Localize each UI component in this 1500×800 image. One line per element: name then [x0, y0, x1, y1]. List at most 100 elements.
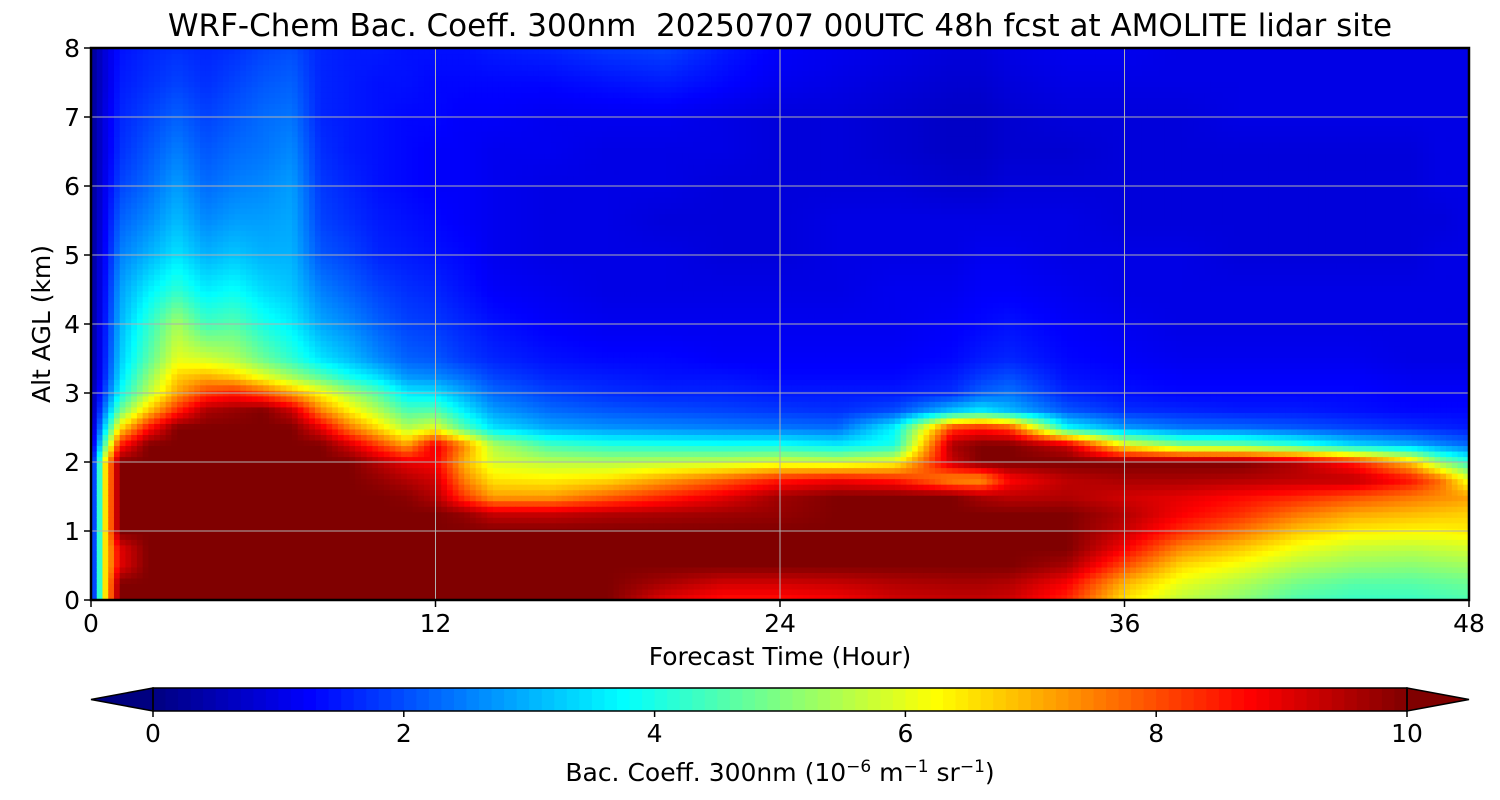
heatmap-cell	[344, 346, 350, 352]
heatmap-cell	[206, 330, 212, 336]
heatmap-cell	[131, 468, 137, 474]
heatmap-cell	[326, 197, 332, 203]
heatmap-cell	[154, 523, 160, 529]
heatmap-cell	[338, 341, 344, 347]
heatmap-cell	[194, 247, 200, 253]
heatmap-cell	[240, 203, 246, 209]
heatmap-cell	[166, 197, 172, 203]
heatmap-cell	[206, 280, 212, 286]
heatmap-cell	[303, 352, 309, 358]
heatmap-cell	[298, 490, 304, 496]
heatmap-cell	[246, 225, 252, 231]
heatmap-cell	[120, 374, 126, 380]
heatmap-cell	[125, 357, 131, 363]
heatmap-cell	[298, 534, 304, 540]
heatmap-cell	[338, 572, 344, 578]
heatmap-cell	[97, 539, 103, 545]
heatmap-cell	[338, 274, 344, 280]
heatmap-cell	[246, 164, 252, 170]
heatmap-cell	[269, 225, 275, 231]
heatmap-cell	[229, 125, 235, 131]
heatmap-cell	[137, 169, 143, 175]
heatmap-cell	[154, 153, 160, 159]
heatmap-cell	[131, 103, 137, 109]
heatmap-cell	[315, 357, 321, 363]
heatmap-cell	[252, 120, 258, 126]
heatmap-cell	[212, 59, 218, 65]
heatmap-cell	[166, 517, 172, 523]
heatmap-cell	[148, 484, 154, 490]
heatmap-cell	[361, 175, 367, 181]
heatmap-cell	[160, 490, 166, 496]
heatmap-cell	[200, 98, 206, 104]
heatmap-cell	[154, 169, 160, 175]
heatmap-cell	[143, 307, 149, 313]
heatmap-cell	[177, 434, 183, 440]
heatmap-cell	[171, 379, 177, 385]
heatmap-cell	[361, 109, 367, 115]
heatmap-cell	[200, 363, 206, 369]
heatmap-cell	[177, 445, 183, 451]
heatmap-cell	[275, 556, 281, 562]
heatmap-cell	[223, 567, 229, 573]
heatmap-cell	[321, 291, 327, 297]
heatmap-cell	[125, 545, 131, 551]
heatmap-cell	[315, 131, 321, 137]
heatmap-cell	[355, 407, 361, 413]
heatmap-cell	[292, 230, 298, 236]
heatmap-cell	[183, 495, 189, 501]
heatmap-cell	[137, 363, 143, 369]
heatmap-cell	[189, 495, 195, 501]
heatmap-cell	[183, 230, 189, 236]
heatmap-cell	[372, 247, 378, 253]
heatmap-cell	[258, 307, 264, 313]
heatmap-cell	[194, 473, 200, 479]
heatmap-cell	[229, 153, 235, 159]
heatmap-cell	[154, 352, 160, 358]
heatmap-cell	[200, 324, 206, 330]
heatmap-cell	[361, 506, 367, 512]
heatmap-cell	[269, 98, 275, 104]
heatmap-cell	[246, 263, 252, 269]
heatmap-cell	[269, 236, 275, 242]
heatmap-cell	[367, 412, 373, 418]
heatmap-cell	[298, 501, 304, 507]
heatmap-cell	[171, 169, 177, 175]
heatmap-cell	[240, 440, 246, 446]
heatmap-cell	[349, 208, 355, 214]
heatmap-cell	[108, 484, 114, 490]
heatmap-cell	[258, 523, 264, 529]
heatmap-cell	[206, 169, 212, 175]
heatmap-cell	[326, 103, 332, 109]
heatmap-cell	[338, 550, 344, 556]
heatmap-cell	[338, 495, 344, 501]
heatmap-cell	[194, 567, 200, 573]
heatmap-cell	[206, 429, 212, 435]
heatmap-cell	[200, 230, 206, 236]
heatmap-cell	[166, 169, 172, 175]
heatmap-cell	[206, 451, 212, 457]
heatmap-cell	[355, 291, 361, 297]
heatmap-cell	[131, 76, 137, 82]
heatmap-cell	[338, 523, 344, 529]
heatmap-cell	[326, 583, 332, 589]
heatmap-cell	[286, 468, 292, 474]
heatmap-cell	[108, 98, 114, 104]
heatmap-cell	[200, 401, 206, 407]
heatmap-cell	[217, 258, 223, 264]
heatmap-cell	[183, 131, 189, 137]
heatmap-cell	[246, 70, 252, 76]
heatmap-cell	[240, 142, 246, 148]
heatmap-cell	[372, 131, 378, 137]
heatmap-cell	[194, 412, 200, 418]
heatmap-cell	[367, 506, 373, 512]
heatmap-cell	[303, 214, 309, 220]
heatmap-cell	[332, 142, 338, 148]
heatmap-cell	[102, 109, 108, 115]
heatmap-cell	[344, 506, 350, 512]
heatmap-cell	[338, 490, 344, 496]
heatmap-cell	[286, 136, 292, 142]
heatmap-cell	[349, 545, 355, 551]
heatmap-cell	[292, 385, 298, 391]
heatmap-cell	[160, 346, 166, 352]
